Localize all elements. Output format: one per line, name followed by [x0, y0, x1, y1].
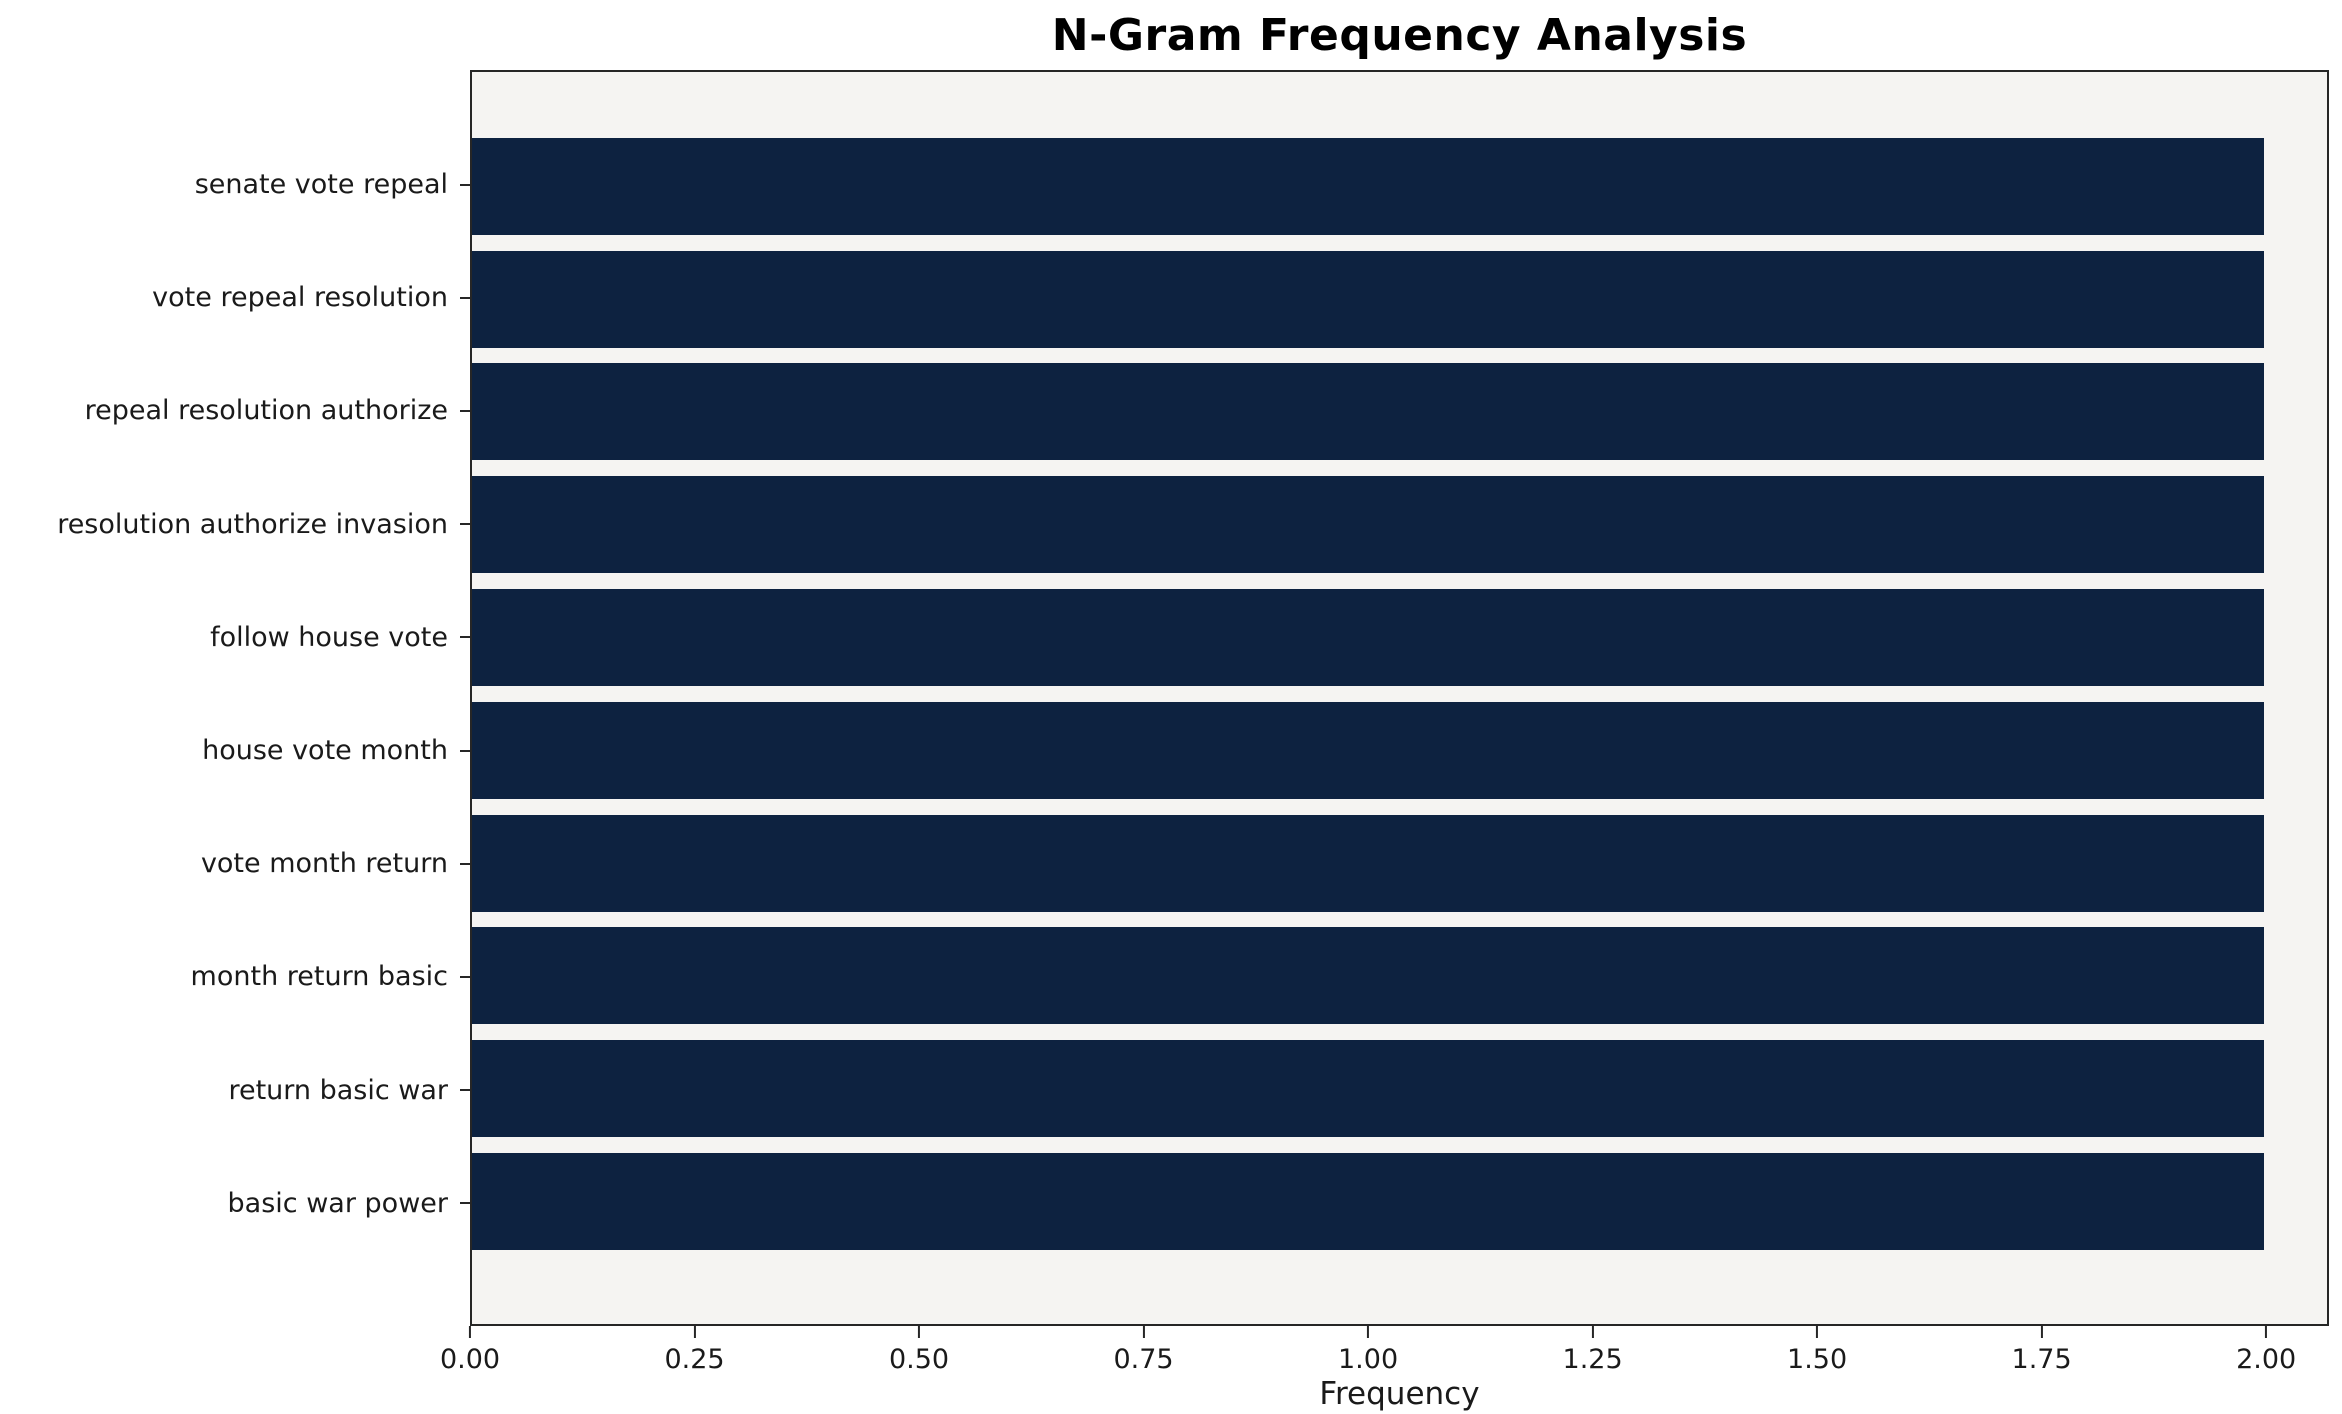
y-label-row: vote repeal resolution	[0, 241, 470, 354]
bar-row	[472, 356, 2327, 469]
bar	[472, 137, 2265, 235]
y-label-row: senate vote repeal	[0, 128, 470, 241]
bar	[472, 814, 2265, 912]
bar	[472, 363, 2265, 461]
y-tick-mark	[460, 296, 470, 299]
y-tick-label: basic war power	[227, 1187, 448, 1219]
x-tick: 0.00	[440, 1326, 500, 1375]
y-tick-mark	[460, 523, 470, 526]
y-label-row: basic war power	[0, 1147, 470, 1260]
x-tick-mark	[2265, 1326, 2268, 1338]
x-tick: 2.00	[2236, 1326, 2296, 1375]
x-tick: 0.25	[664, 1326, 725, 1375]
bar	[472, 250, 2265, 348]
x-tick: 1.50	[1787, 1326, 1847, 1375]
bar-row	[472, 807, 2327, 920]
y-label-row: resolution authorize invasion	[0, 468, 470, 581]
y-tick-label: follow house vote	[210, 621, 448, 653]
bar-row	[472, 468, 2327, 581]
bar	[472, 589, 2265, 687]
y-tick-mark	[460, 183, 470, 186]
y-label-row: repeal resolution authorize	[0, 354, 470, 467]
y-tick-mark	[460, 636, 470, 639]
x-tick-mark	[1591, 1326, 1594, 1338]
y-label-row: vote month return	[0, 807, 470, 920]
bar	[472, 1040, 2265, 1138]
x-tick-mark	[918, 1326, 921, 1338]
y-axis-labels: senate vote repeal vote repeal resolution…	[0, 70, 470, 1326]
y-label-row: house vote month	[0, 694, 470, 807]
y-tick-mark	[460, 1089, 470, 1092]
chart-title: N-Gram Frequency Analysis	[1051, 10, 1748, 61]
x-tick-label: 1.50	[1787, 1344, 1848, 1375]
x-tick-mark	[469, 1326, 471, 1338]
x-tick-label: 1.00	[1338, 1344, 1399, 1375]
x-axis-label: Frequency	[1319, 1376, 1480, 1412]
y-tick-label: vote month return	[200, 848, 448, 880]
x-tick-label: 0.00	[439, 1344, 501, 1375]
x-tick-mark	[1142, 1326, 1145, 1338]
x-tick: 1.00	[1338, 1326, 1398, 1375]
y-label-row: follow house vote	[0, 581, 470, 694]
y-tick-mark	[460, 409, 470, 412]
x-tick-label: 1.25	[1562, 1344, 1623, 1375]
bar-row	[472, 694, 2327, 807]
bar-row	[472, 130, 2327, 243]
x-tick-mark	[2040, 1326, 2043, 1338]
y-tick-label: house vote month	[202, 735, 448, 767]
bar-row	[472, 243, 2327, 356]
y-tick-label: senate vote repeal	[194, 169, 448, 201]
y-tick-label: resolution authorize invasion	[57, 508, 448, 540]
x-tick-label: 2.00	[2236, 1344, 2297, 1375]
x-tick-mark	[1367, 1326, 1370, 1338]
x-tick: 1.25	[1563, 1326, 1623, 1375]
y-tick-mark	[460, 975, 470, 978]
plot-area	[470, 70, 2329, 1326]
y-tick-label: repeal resolution authorize	[84, 395, 448, 427]
bar-row	[472, 581, 2327, 694]
y-tick-label: return basic war	[228, 1074, 448, 1106]
y-label-row: return basic war	[0, 1034, 470, 1147]
x-tick-label: 0.50	[888, 1344, 950, 1375]
bar	[472, 927, 2265, 1025]
y-tick-label: vote repeal resolution	[152, 282, 448, 314]
x-tick: 0.50	[889, 1326, 949, 1375]
x-tick-label: 0.75	[1113, 1344, 1174, 1375]
bar-row	[472, 1032, 2327, 1145]
y-label-row: month return basic	[0, 920, 470, 1033]
x-tick: 1.75	[2012, 1326, 2072, 1375]
y-tick-mark	[460, 1202, 470, 1205]
bar-row	[472, 920, 2327, 1033]
y-tick-label: month return basic	[190, 961, 448, 993]
x-tick-label: 0.25	[664, 1344, 725, 1375]
x-tick-mark	[1816, 1326, 1819, 1338]
y-tick-mark	[460, 862, 470, 865]
bar-row	[472, 1145, 2327, 1258]
bar	[472, 701, 2265, 799]
y-tick-mark	[460, 749, 470, 752]
bar	[472, 476, 2265, 574]
x-tick: 0.75	[1113, 1326, 1174, 1375]
x-tick-label: 1.75	[2011, 1344, 2072, 1375]
bar	[472, 1153, 2265, 1251]
x-tick-mark	[693, 1326, 696, 1338]
